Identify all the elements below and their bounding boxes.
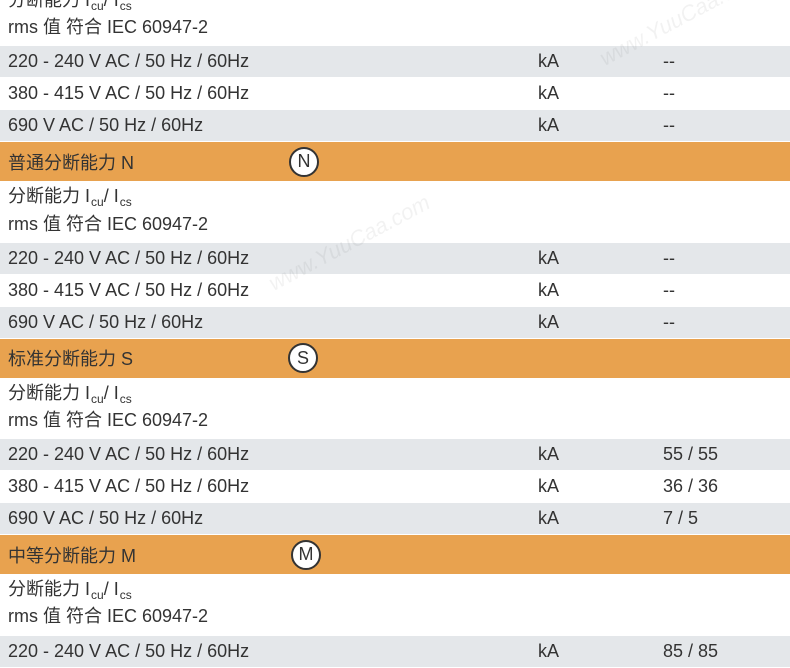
row-label: 690 V AC / 50 Hz / 60Hz	[8, 115, 538, 136]
row-unit: kA	[538, 248, 663, 269]
rms-line: rms 值 符合 IEC 60947-2	[8, 408, 782, 433]
section-header-s: 标准分断能力 S S	[0, 339, 790, 379]
section-header-m: 中等分断能力 M M	[0, 535, 790, 575]
row-value: 36 / 36	[663, 476, 782, 497]
table-row: 690 V AC / 50 Hz / 60Hz kA 7 / 5	[0, 503, 790, 535]
row-label: 380 - 415 V AC / 50 Hz / 60Hz	[8, 476, 538, 497]
row-unit: kA	[538, 115, 663, 136]
row-label: 220 - 240 V AC / 50 Hz / 60Hz	[8, 444, 538, 465]
table-row: 220 - 240 V AC / 50 Hz / 60Hz kA 55 / 55	[0, 439, 790, 471]
row-label: 380 - 415 V AC / 50 Hz / 60Hz	[8, 280, 538, 301]
row-label: 220 - 240 V AC / 50 Hz / 60Hz	[8, 51, 538, 72]
row-value: 85 / 85	[663, 641, 782, 662]
row-value: --	[663, 280, 782, 301]
rms-line: rms 值 符合 IEC 60947-2	[8, 604, 782, 629]
section-title: 标准分断能力 S	[8, 345, 133, 371]
row-unit: kA	[538, 280, 663, 301]
rms-line: rms 值 符合 IEC 60947-2	[8, 15, 782, 40]
capacity-prefix: 分断能力 I	[8, 0, 90, 13]
capacity-prefix: 分断能力 I	[8, 184, 90, 209]
section-header-n: 普通分断能力 N N	[0, 142, 790, 182]
capacity-line: 分断能力 I cu / I cs	[8, 184, 782, 209]
row-value: --	[663, 115, 782, 136]
row-value: --	[663, 312, 782, 333]
spec-table: 分断能力 I cu / I cs rms 值 符合 IEC 60947-2 22…	[0, 0, 790, 668]
row-label: 220 - 240 V AC / 50 Hz / 60Hz	[8, 248, 538, 269]
row-unit: kA	[538, 641, 663, 662]
table-row: 380 - 415 V AC / 50 Hz / 60Hz kA --	[0, 275, 790, 307]
capacity-prefix: 分断能力 I	[8, 381, 90, 406]
section-title: 普通分断能力 N	[8, 149, 134, 175]
badge-m-icon: M	[291, 540, 321, 570]
row-value: --	[663, 248, 782, 269]
sub-cu: cu	[91, 587, 104, 604]
table-row: 220 - 240 V AC / 50 Hz / 60Hz kA 85 / 85	[0, 636, 790, 668]
badge-n-icon: N	[289, 147, 319, 177]
table-row: 690 V AC / 50 Hz / 60Hz kA --	[0, 110, 790, 142]
header-s: 分断能力 I cu / I cs rms 值 符合 IEC 60947-2	[0, 379, 790, 439]
sub-cs: cs	[120, 0, 132, 15]
row-unit: kA	[538, 83, 663, 104]
sub-cs: cs	[120, 391, 132, 408]
capacity-slash: / I	[104, 381, 119, 406]
row-unit: kA	[538, 51, 663, 72]
capacity-line: 分断能力 I cu / I cs	[8, 0, 782, 13]
table-row: 220 - 240 V AC / 50 Hz / 60Hz kA --	[0, 243, 790, 275]
row-unit: kA	[538, 312, 663, 333]
capacity-prefix: 分断能力 I	[8, 577, 90, 602]
table-row: 690 V AC / 50 Hz / 60Hz kA --	[0, 307, 790, 339]
sub-cu: cu	[91, 391, 104, 408]
row-value: 7 / 5	[663, 508, 782, 529]
row-label: 690 V AC / 50 Hz / 60Hz	[8, 312, 538, 333]
sub-cs: cs	[120, 194, 132, 211]
header-m: 分断能力 I cu / I cs rms 值 符合 IEC 60947-2	[0, 575, 790, 635]
header-n: 分断能力 I cu / I cs rms 值 符合 IEC 60947-2	[0, 182, 790, 242]
capacity-line: 分断能力 I cu / I cs	[8, 577, 782, 602]
row-label: 220 - 240 V AC / 50 Hz / 60Hz	[8, 641, 538, 662]
capacity-slash: / I	[104, 0, 119, 13]
table-row: 380 - 415 V AC / 50 Hz / 60Hz kA --	[0, 78, 790, 110]
row-unit: kA	[538, 444, 663, 465]
row-value: --	[663, 51, 782, 72]
badge-s-icon: S	[288, 343, 318, 373]
rms-line: rms 值 符合 IEC 60947-2	[8, 212, 782, 237]
row-value: 55 / 55	[663, 444, 782, 465]
header-fragment: 分断能力 I cu / I cs rms 值 符合 IEC 60947-2	[0, 0, 790, 46]
capacity-line: 分断能力 I cu / I cs	[8, 381, 782, 406]
sub-cs: cs	[120, 587, 132, 604]
table-row: 380 - 415 V AC / 50 Hz / 60Hz kA 36 / 36	[0, 471, 790, 503]
row-label: 690 V AC / 50 Hz / 60Hz	[8, 508, 538, 529]
capacity-slash: / I	[104, 577, 119, 602]
capacity-slash: / I	[104, 184, 119, 209]
sub-cu: cu	[91, 0, 104, 15]
sub-cu: cu	[91, 194, 104, 211]
row-value: --	[663, 83, 782, 104]
table-row: 220 - 240 V AC / 50 Hz / 60Hz kA --	[0, 46, 790, 78]
section-title: 中等分断能力 M	[8, 542, 136, 568]
row-unit: kA	[538, 508, 663, 529]
row-unit: kA	[538, 476, 663, 497]
row-label: 380 - 415 V AC / 50 Hz / 60Hz	[8, 83, 538, 104]
